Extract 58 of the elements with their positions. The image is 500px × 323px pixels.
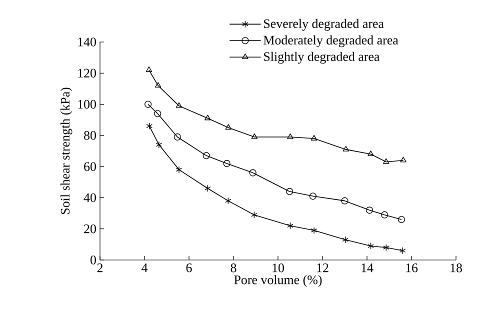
point bbox=[400, 156, 406, 162]
point bbox=[176, 166, 182, 174]
point bbox=[249, 169, 256, 176]
y-tick-label: 0 bbox=[90, 256, 96, 264]
point bbox=[251, 133, 258, 139]
y-tick-label: 120 bbox=[78, 68, 96, 78]
point bbox=[286, 188, 294, 196]
point bbox=[174, 133, 181, 141]
point bbox=[383, 158, 390, 164]
point bbox=[223, 160, 230, 168]
point bbox=[310, 134, 318, 140]
point bbox=[287, 133, 294, 139]
x-axis-title: Pore volume (%) bbox=[234, 275, 322, 287]
point bbox=[368, 242, 374, 250]
x-tick-label: 16 bbox=[406, 264, 418, 272]
x-tick-label: 2 bbox=[97, 264, 103, 272]
point bbox=[225, 124, 232, 130]
y-tick-label: 20 bbox=[84, 224, 96, 234]
point bbox=[341, 197, 348, 204]
point bbox=[399, 247, 406, 254]
point bbox=[154, 110, 162, 118]
point bbox=[309, 192, 316, 200]
legend-label: Severely degraded area bbox=[264, 18, 384, 31]
x-tick-label: 18 bbox=[450, 264, 462, 272]
y-tick-label: 80 bbox=[84, 131, 96, 140]
point bbox=[204, 184, 211, 192]
point bbox=[146, 66, 152, 72]
point bbox=[368, 150, 374, 156]
point bbox=[156, 141, 162, 148]
x-tick-label: 12 bbox=[317, 264, 328, 272]
point bbox=[176, 102, 182, 108]
legend-label: Slightly degraded area bbox=[264, 52, 380, 64]
y-tick-label: 40 bbox=[84, 193, 96, 202]
y-tick-label: 60 bbox=[84, 162, 96, 171]
y-tick-label: 100 bbox=[78, 100, 96, 109]
point bbox=[287, 222, 294, 230]
legend-label: Moderately degraded area bbox=[264, 35, 398, 48]
point bbox=[251, 211, 258, 218]
point bbox=[342, 146, 349, 152]
point bbox=[310, 226, 318, 234]
point bbox=[383, 244, 390, 252]
point bbox=[366, 206, 373, 214]
y-axis-title: Soil shear strength (kPa) bbox=[60, 88, 72, 214]
x-tick-label: 6 bbox=[186, 264, 192, 272]
y-tick-label: 140 bbox=[78, 38, 96, 46]
x-tick-label: 10 bbox=[272, 264, 284, 272]
point bbox=[144, 100, 152, 108]
x-tick-label: 8 bbox=[230, 264, 236, 272]
point bbox=[204, 114, 211, 120]
x-tick-label: 14 bbox=[362, 264, 374, 272]
point bbox=[225, 197, 232, 204]
point bbox=[342, 236, 349, 244]
point bbox=[398, 216, 406, 224]
point bbox=[202, 152, 210, 160]
point bbox=[154, 82, 162, 88]
x-tick-label: 4 bbox=[142, 264, 148, 272]
point bbox=[146, 122, 153, 130]
point bbox=[381, 211, 388, 218]
